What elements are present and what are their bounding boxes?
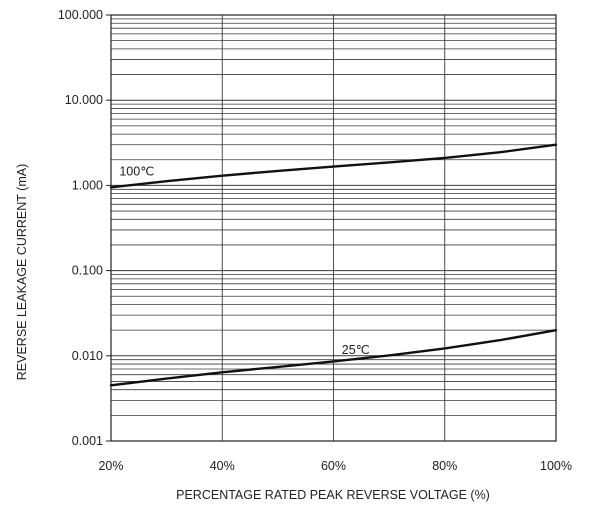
series-line-0 [109,143,558,189]
series-labels: 100℃ 25℃ [119,164,369,357]
x-tick-labels: 20% 40% 60% 80% 100% [98,459,572,473]
series-label-1: 25℃ [342,343,370,357]
x-tick-label: 40% [210,459,235,473]
x-tick-label: 20% [98,459,123,473]
y-tick-label: 0.001 [72,434,103,448]
series-line-1 [109,329,558,387]
series-label-0: 100℃ [119,164,154,178]
y-tick-labels: 0.001 0.010 0.100 1.000 10.000 100.000 [58,8,111,448]
y-tick-label: 100.000 [58,8,103,22]
series [109,143,558,387]
x-tick-label: 80% [432,459,457,473]
x-tick-label: 60% [321,459,346,473]
plot-frame [110,14,557,442]
y-tick-label: 1.000 [72,178,103,192]
x-tick-label: 100% [540,459,572,473]
y-axis-label: REVERSE LEAKAGE CURRENT (mA) [15,164,29,380]
x-axis-label: PERCENTAGE RATED PEAK REVERSE VOLTAGE (%… [176,488,490,502]
y-tick-label: 10.000 [65,93,103,107]
y-tick-label: 0.010 [72,349,103,363]
grid [110,15,557,442]
y-tick-label: 0.100 [72,264,103,278]
